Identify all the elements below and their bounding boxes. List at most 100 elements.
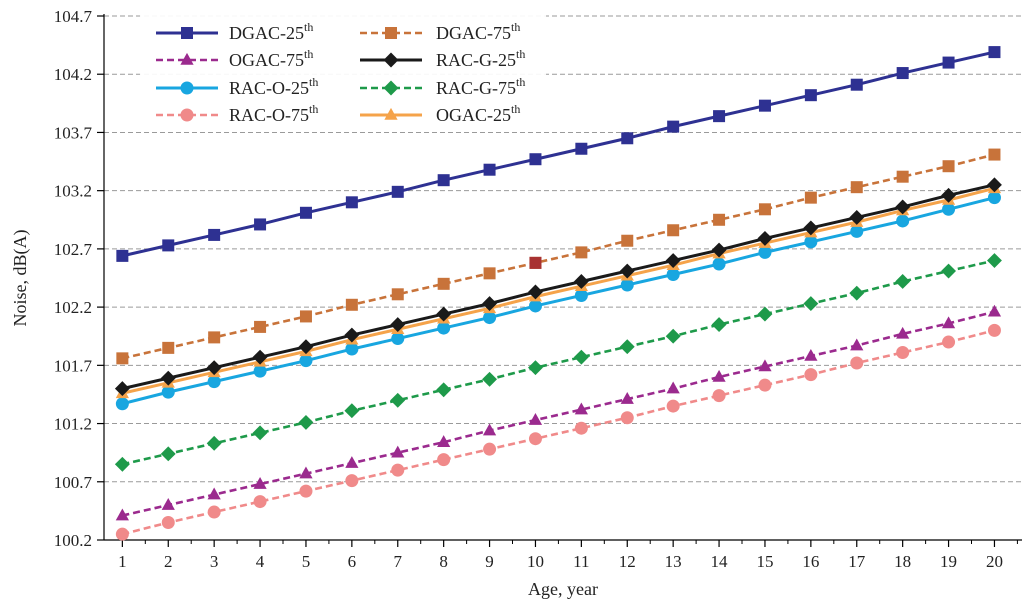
data-point [253,425,268,440]
data-point [346,299,358,311]
legend-label: RAC-G-25th [436,47,525,70]
data-point [574,350,589,365]
x-tick-label: 1 [118,552,127,571]
x-tick-label: 9 [485,552,494,571]
x-tick-label: 4 [256,552,265,571]
x-tick-label: 11 [573,552,589,571]
data-point [942,336,955,349]
data-point [713,110,725,122]
x-tick-label: 18 [894,552,911,571]
y-tick-label: 104.2 [54,65,92,84]
data-point [805,192,817,204]
legend-label: OGAC-25th [436,102,520,125]
data-point [116,250,128,262]
data-point [208,488,221,500]
data-point [805,89,817,101]
legend-marker [181,27,193,39]
x-tick-label: 20 [986,552,1003,571]
y-tick-label: 103.7 [54,123,93,142]
legend-label-text: OGAC-75 [229,50,304,70]
data-point [483,443,496,456]
x-tick-label: 2 [164,552,173,571]
data-point [758,307,773,322]
series-rac-o-75 [116,324,1001,541]
legend-label-text: DGAC-25 [229,23,304,43]
data-point [162,239,174,251]
legend-label-text: DGAC-75 [436,23,511,43]
data-point [896,346,909,359]
data-point [803,296,818,311]
data-point [438,174,450,186]
data-point [897,171,909,183]
data-point [299,415,314,430]
data-point [895,274,910,289]
x-tick-label: 5 [302,552,311,571]
series-line [122,198,994,404]
data-point [344,403,359,418]
y-tick-label: 104.7 [54,7,93,26]
data-point [621,235,633,247]
data-point [849,286,864,301]
legend-label: DGAC-25th [229,20,313,43]
data-point [529,413,542,425]
x-tick-label: 13 [665,552,682,571]
data-point [529,153,541,165]
series-rac-o-25 [116,191,1001,410]
data-point [804,368,817,381]
legend-marker [181,82,194,95]
data-point [208,229,220,241]
legend-label-text: OGAC-25 [436,105,511,125]
legend-marker [181,109,194,122]
y-tick-label: 102.2 [54,298,92,317]
data-point [115,381,130,396]
y-tick-label: 103.2 [54,182,92,201]
data-point [438,278,450,290]
data-point [208,331,220,343]
x-tick-label: 8 [439,552,448,571]
data-point [392,186,404,198]
x-tick-label: 19 [940,552,957,571]
data-point [345,456,358,468]
legend-label: OGAC-75th [229,47,313,70]
data-point [620,339,635,354]
data-point [254,495,267,508]
data-point [392,288,404,300]
data-point [484,164,496,176]
data-point [667,121,679,133]
data-point [391,464,404,477]
data-point [575,143,587,155]
data-point [988,305,1001,317]
legend: DGAC-25th DGAC-75thOGAC-75th RAC-G-25thRAC… [140,12,546,132]
series-ogac-75 [116,305,1001,521]
data-point [988,149,1000,161]
data-point [850,357,863,370]
data-point [575,422,588,435]
data-point [713,389,726,402]
x-tick-label: 6 [348,552,357,571]
data-point [667,382,680,394]
data-point [390,393,405,408]
annotations [529,257,541,269]
y-tick-label: 102.7 [54,240,93,259]
data-point [162,342,174,354]
legend-label-text: RAC-G-25 [436,50,516,70]
legend-label: DGAC-75th [436,20,520,43]
data-point [804,349,817,361]
x-tick-label: 3 [210,552,219,571]
data-point [484,267,496,279]
data-point [987,253,1002,268]
data-point [941,264,956,279]
data-point [482,372,497,387]
legend-label: RAC-G-75th [436,75,525,98]
x-tick-label: 14 [711,552,729,571]
data-point [713,214,725,226]
data-point [162,516,175,529]
data-point [667,224,679,236]
data-point [712,317,727,332]
data-point [758,379,771,392]
data-point [943,160,955,172]
data-point [345,474,358,487]
y-tick-label: 100.2 [54,531,92,550]
data-point [943,57,955,69]
